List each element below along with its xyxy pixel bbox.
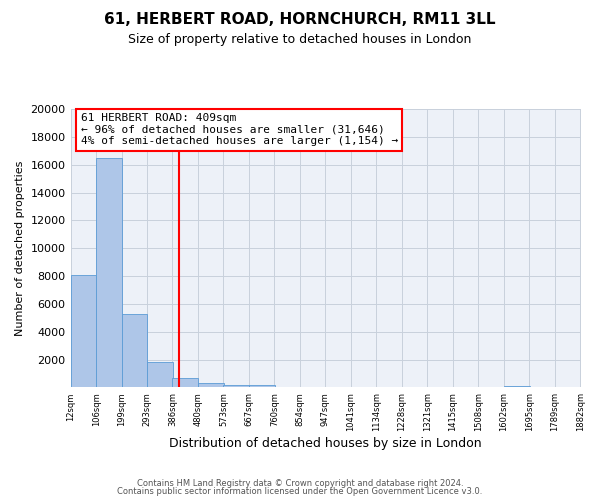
Bar	[96, 158, 122, 388]
Y-axis label: Number of detached properties: Number of detached properties	[15, 160, 25, 336]
Bar	[198, 384, 224, 388]
Bar	[71, 274, 96, 388]
Text: Size of property relative to detached houses in London: Size of property relative to detached ho…	[128, 32, 472, 46]
Bar	[172, 378, 198, 388]
Bar	[147, 362, 173, 388]
X-axis label: Distribution of detached houses by size in London: Distribution of detached houses by size …	[169, 437, 482, 450]
Bar	[249, 384, 275, 388]
Text: 61, HERBERT ROAD, HORNCHURCH, RM11 3LL: 61, HERBERT ROAD, HORNCHURCH, RM11 3LL	[104, 12, 496, 28]
Text: 61 HERBERT ROAD: 409sqm
← 96% of detached houses are smaller (31,646)
4% of semi: 61 HERBERT ROAD: 409sqm ← 96% of detache…	[81, 113, 398, 146]
Bar	[122, 314, 147, 388]
Text: Contains public sector information licensed under the Open Government Licence v3: Contains public sector information licen…	[118, 487, 482, 496]
Bar	[504, 386, 530, 388]
Text: Contains HM Land Registry data © Crown copyright and database right 2024.: Contains HM Land Registry data © Crown c…	[137, 478, 463, 488]
Bar	[223, 384, 249, 388]
